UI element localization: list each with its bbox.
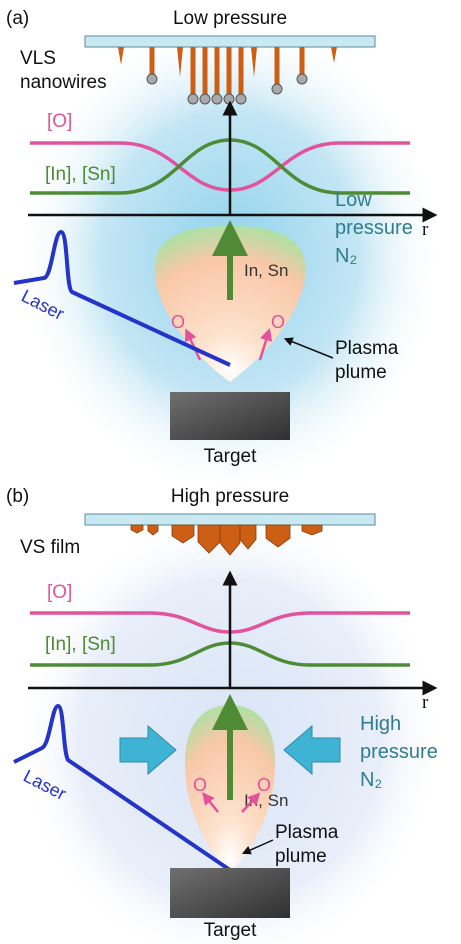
oxygen-marker: O	[171, 312, 185, 332]
substrate	[85, 36, 375, 47]
substrate	[85, 514, 375, 525]
target-label: Target	[204, 920, 258, 941]
gas-label: pressure	[360, 741, 438, 763]
gas-label: N₂	[335, 245, 357, 267]
catalyst	[236, 94, 246, 104]
catalyst	[188, 94, 198, 104]
plume-label: Plasma	[335, 338, 399, 359]
nanowire	[275, 47, 280, 85]
catalyst	[297, 74, 307, 84]
nanowire	[203, 47, 208, 95]
nanowire	[227, 47, 232, 95]
plume-label: plume	[335, 362, 387, 383]
metal-label: [In], [Sn]	[45, 164, 116, 185]
nanowire	[300, 47, 305, 75]
plume-label: Plasma	[275, 822, 339, 843]
catalyst	[200, 94, 210, 104]
axis-label: r	[422, 692, 429, 713]
nanowire	[215, 47, 220, 95]
metal-label: [In], [Sn]	[45, 634, 116, 655]
oxygen-label: [O]	[47, 582, 72, 603]
deposit-label: nanowires	[20, 72, 107, 93]
target	[170, 392, 290, 440]
catalyst	[224, 94, 234, 104]
gas-label: N₂	[360, 769, 382, 791]
gas-label: pressure	[335, 217, 413, 239]
panel-title: High pressure	[171, 486, 289, 507]
oxygen-marker: O	[257, 775, 271, 795]
panel-title: Low pressure	[173, 8, 287, 29]
diagram: (a) Low pressure VLS nanowires [O] [In], [Sn]…	[0, 0, 461, 944]
nanowire	[239, 47, 244, 95]
axis-label: r	[422, 219, 429, 240]
oxygen-marker: O	[193, 775, 207, 795]
target	[170, 868, 290, 918]
deposit-label: VLS	[20, 48, 56, 69]
nanowire	[150, 47, 155, 75]
oxygen-marker: O	[271, 312, 285, 332]
gas-label: High	[360, 713, 401, 735]
catalyst	[272, 84, 282, 94]
catalyst	[147, 74, 157, 84]
plume-label: plume	[275, 846, 327, 867]
deposit-label: VS film	[20, 537, 80, 558]
target-label: Target	[204, 446, 258, 467]
nanowire	[191, 47, 196, 95]
panel-label: (a)	[6, 8, 29, 29]
catalyst	[212, 94, 222, 104]
oxygen-label: [O]	[47, 111, 72, 132]
figure: (a) Low pressure VLS nanowires [O] [In], [Sn]…	[6, 8, 445, 944]
species-label: In, Sn	[244, 261, 288, 280]
panel-label: (b)	[6, 486, 29, 507]
gas-label: Low	[335, 189, 372, 211]
